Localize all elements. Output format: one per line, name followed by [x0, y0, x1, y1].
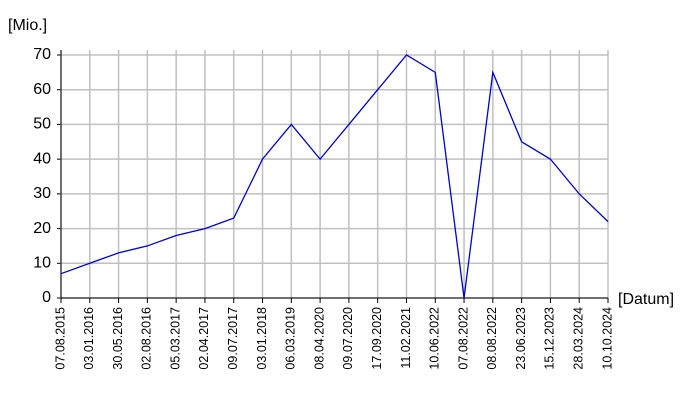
x-tick-label: 06.03.2019	[284, 307, 298, 370]
x-tick-label: 07.08.2022	[456, 307, 470, 370]
x-tick-label: 09.07.2017	[226, 307, 240, 370]
x-tick-label: 11.02.2021	[399, 307, 413, 369]
y-tick-label: 40	[33, 150, 51, 167]
x-axis-label: [Datum]	[618, 291, 674, 308]
x-tick-label: 23.06.2023	[514, 307, 528, 370]
x-tick-label: 30.05.2016	[111, 307, 125, 370]
y-tick-label: 20	[33, 220, 51, 237]
y-tick-label: 60	[33, 81, 51, 98]
x-tick-label: 17.09.2020	[370, 307, 384, 370]
x-tick-label: 07.08.2015	[53, 307, 67, 370]
y-tick-label: 30	[33, 185, 51, 202]
y-tick-label: 10	[33, 255, 51, 272]
x-tick-label: 10.10.2024	[600, 307, 614, 370]
y-axis-label: [Mio.]	[8, 17, 47, 34]
x-tick-label: 08.04.2020	[312, 307, 326, 370]
x-tick-label: 03.01.2018	[255, 307, 269, 370]
y-tick-label: 70	[33, 46, 51, 63]
x-tick-label: 02.04.2017	[197, 307, 211, 370]
x-tick-label: 15.12.2023	[543, 307, 557, 370]
x-tick-label: 03.01.2016	[82, 307, 96, 370]
x-tick-label: 02.08.2016	[140, 307, 154, 370]
x-tick-label: 09.07.2020	[341, 307, 355, 370]
x-tick-label: 08.08.2022	[485, 307, 499, 370]
y-tick-label: 0	[42, 289, 51, 306]
x-tick-label: 10.06.2022	[428, 307, 442, 370]
data-line	[60, 54, 609, 299]
y-tick-label: 50	[33, 116, 51, 133]
x-tick-label: 28.03.2024	[572, 307, 586, 370]
x-tick-label: 05.03.2017	[168, 307, 182, 370]
